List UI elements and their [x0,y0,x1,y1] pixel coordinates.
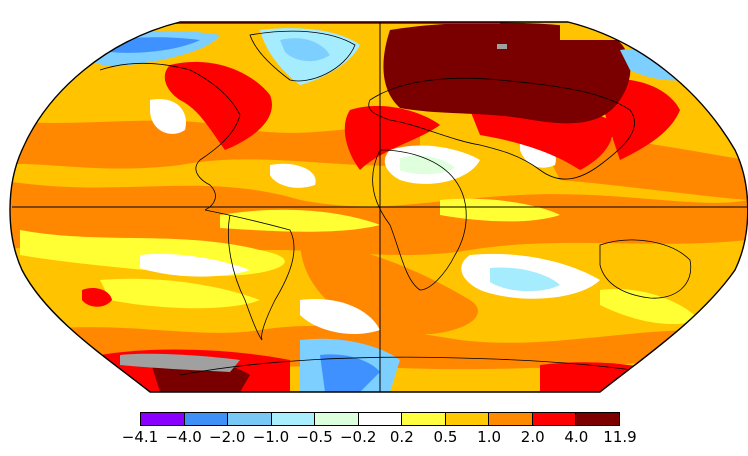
africa-yellow [440,198,560,222]
legend-tick-label: 4.0 [564,428,589,446]
arctic-red-rim [140,22,500,24]
legend-tick-label: 1.0 [477,428,502,446]
legend-tick-label: −1.0 [252,428,290,446]
legend-swatch [358,413,403,425]
legend-swatch [271,413,316,425]
north-america-white [150,99,186,134]
legend-swatch [141,413,185,425]
sahara-cool [400,155,455,175]
coast-greenland [249,30,356,82]
coast-australia [599,239,692,299]
eastern-na-red [164,61,272,150]
legend-tick-label: 0.5 [433,428,458,446]
legend-tick-label: 2.0 [520,428,545,446]
legend-swatch [402,413,446,425]
atlantic-white [270,163,316,188]
weddell-blue [320,354,380,392]
color-legend: −4.1 −4.0 −2.0 −1.0 −0.5 −0.2 0.2 0.5 1.0 2.0 4.0 1… [0,408,748,456]
legend-tick-label: −4.0 [165,428,202,446]
legend-swatch [489,413,533,425]
coast-new-zealand [694,314,706,341]
anomaly-map [9,21,748,393]
south-atlantic-white [300,299,380,335]
north-orange-band [10,120,420,169]
legend-swatch [184,413,229,425]
south-pacific-yellow [100,278,260,309]
legend-tick-label: 0.2 [389,428,414,446]
tropical-orange-band [10,180,748,258]
tasman-yellow [600,289,700,325]
legend-swatch [532,413,577,425]
missing-data-gray [120,353,240,372]
map-svg [9,21,748,393]
equatorial-yellow [220,209,380,232]
coast-africa [372,149,467,291]
legend-swatch [315,413,359,425]
legend-swatch [228,413,272,425]
legend-tick-label: −0.5 [296,428,333,446]
legend-tick-label: −0.2 [339,428,377,446]
coastlines [99,30,706,381]
siberia-deep-red [383,22,631,124]
south-pacific-red [82,288,112,307]
legend-tick-label: −2.0 [209,428,246,446]
anomaly-field [10,22,748,392]
missing-data-arctic [497,44,507,49]
mediterranean-red [344,105,440,170]
coast-north-america [99,62,241,211]
coast-south-america [204,209,295,341]
coast-south-america-west [227,214,263,341]
greenland-blue [280,38,330,62]
legend-swatch [445,413,490,425]
legend-swatch [576,413,620,425]
coast-antarctica [179,356,691,381]
arctic-gold [560,22,650,40]
legend-tick-label: 11.9 [603,428,637,446]
legend-tick-label: −4.1 [121,428,159,446]
coast-eurasia [368,77,635,180]
pacific-white-patch [140,253,250,277]
indian-ocean-cool [490,267,560,292]
legend-swatches [140,412,620,426]
